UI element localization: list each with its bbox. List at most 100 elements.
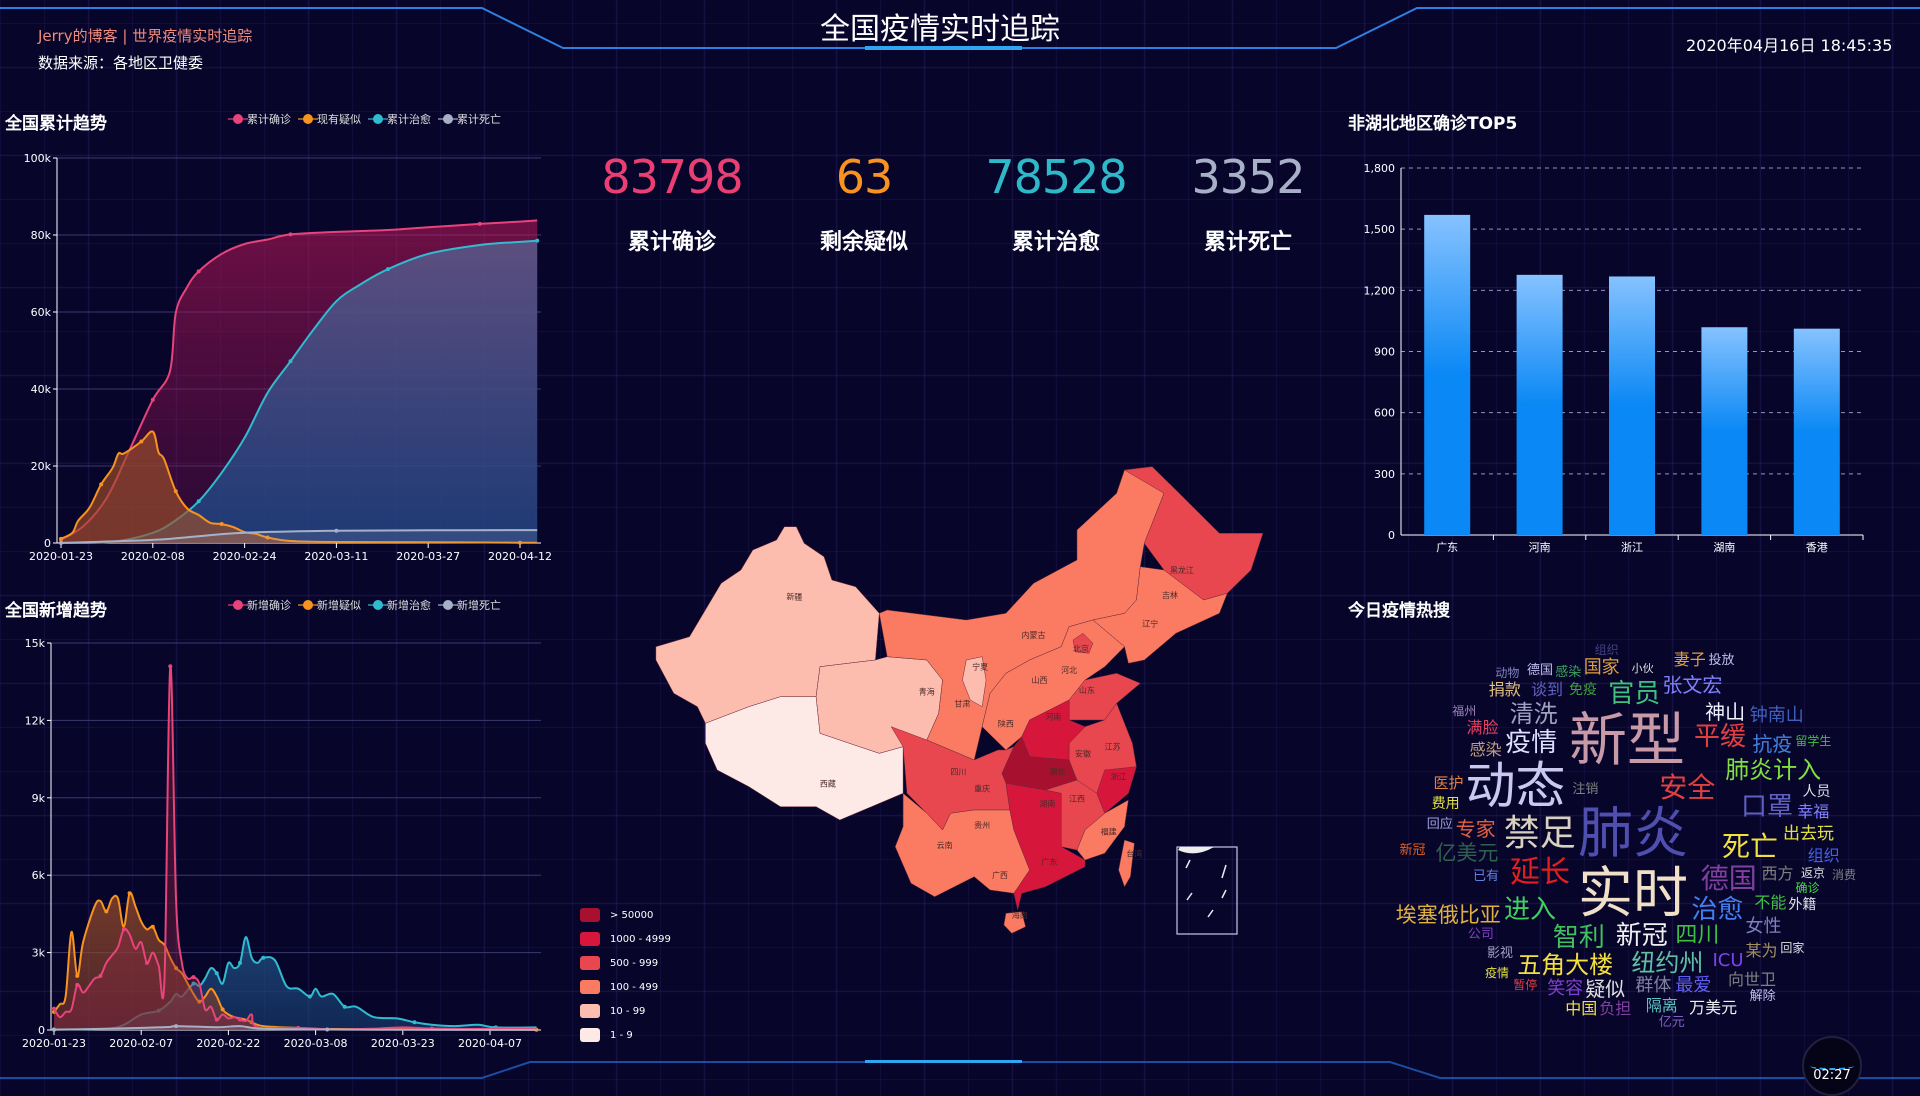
data-point[interactable] — [325, 1027, 330, 1032]
word-cloud-term[interactable]: 智利 — [1552, 923, 1605, 954]
word-cloud-term[interactable]: 延长 — [1510, 855, 1570, 890]
map-region[interactable] — [1123, 466, 1264, 601]
data-point[interactable] — [196, 499, 201, 504]
map-region[interactable] — [1076, 799, 1129, 861]
data-point[interactable] — [191, 975, 196, 980]
word-cloud-term[interactable]: 清洗 — [1509, 700, 1558, 729]
legend-item-new-suspected[interactable]: 新增疑似 — [298, 597, 361, 613]
word-cloud-term[interactable]: 新冠 — [1399, 843, 1426, 859]
word-cloud-term[interactable]: 中国 — [1565, 999, 1598, 1019]
legend-item-confirmed[interactable]: 累计确诊 — [228, 111, 291, 127]
map-legend-item[interactable]: 500 - 999 — [580, 951, 671, 975]
bar-香港[interactable] — [1793, 328, 1840, 535]
word-cloud-term[interactable]: 解除 — [1749, 989, 1776, 1005]
word-cloud-term[interactable]: 纽约州 — [1631, 949, 1704, 978]
data-point[interactable] — [150, 397, 155, 402]
data-point[interactable] — [265, 535, 270, 540]
map-region[interactable] — [894, 792, 1030, 897]
data-point[interactable] — [214, 1017, 219, 1022]
word-cloud-term[interactable]: 组织 — [1807, 845, 1840, 865]
word-cloud-term[interactable]: 感染 — [1469, 740, 1502, 759]
data-point[interactable] — [342, 1004, 347, 1009]
word-cloud-term[interactable]: 暂停 — [1513, 978, 1538, 993]
series-line-1[interactable] — [60, 430, 538, 544]
data-point[interactable] — [127, 891, 132, 896]
data-point[interactable] — [145, 960, 150, 965]
data-point[interactable] — [139, 439, 144, 444]
word-cloud-term[interactable]: 新冠 — [1615, 920, 1668, 951]
word-cloud-term[interactable]: 抗疫 — [1752, 732, 1793, 757]
word-cloud-term[interactable]: 西方 — [1761, 864, 1794, 884]
legend-item-new-cured[interactable]: 新增治愈 — [368, 597, 431, 613]
word-cloud-term[interactable]: 满脸 — [1466, 718, 1499, 737]
word-cloud-term[interactable]: 福州 — [1452, 704, 1477, 719]
data-point[interactable] — [59, 540, 63, 545]
map-region[interactable] — [1118, 839, 1135, 888]
word-cloud-term[interactable]: 万美元 — [1689, 998, 1738, 1018]
data-point[interactable] — [52, 1027, 56, 1032]
word-cloud-term[interactable]: 谈到 — [1531, 680, 1564, 699]
data-point[interactable] — [261, 955, 266, 960]
data-point[interactable] — [214, 971, 219, 976]
map-region[interactable] — [1096, 766, 1137, 814]
data-point[interactable] — [412, 1020, 417, 1025]
word-cloud-term[interactable]: 注销 — [1572, 781, 1599, 797]
word-cloud-term[interactable]: 亿元 — [1658, 1015, 1685, 1031]
word-cloud-term[interactable]: 钟南山 — [1749, 704, 1804, 726]
word-cloud-term[interactable]: 神山 — [1705, 699, 1746, 724]
word-cloud-term[interactable]: 德国 — [1700, 861, 1757, 895]
data-point[interactable] — [75, 973, 80, 978]
word-cloud-term[interactable]: 免疫 — [1569, 682, 1597, 698]
word-cloud-term[interactable]: 投放 — [1708, 653, 1735, 669]
word-cloud-term[interactable]: 疫情 — [1505, 727, 1558, 758]
word-cloud-term[interactable]: 五角大楼 — [1517, 951, 1614, 980]
word-cloud-term[interactable]: 某为 — [1745, 941, 1778, 961]
data-point[interactable] — [219, 522, 224, 527]
word-cloud-term[interactable]: 向世卫 — [1728, 969, 1777, 989]
word-cloud-term[interactable]: 最爱 — [1675, 975, 1712, 997]
data-point[interactable] — [173, 489, 178, 494]
bar-广东[interactable] — [1424, 214, 1471, 535]
word-cloud-term[interactable]: 新型 — [1569, 706, 1686, 774]
data-point[interactable] — [334, 528, 339, 533]
word-cloud-term[interactable]: 禁足 — [1503, 813, 1576, 854]
map-region[interactable] — [890, 726, 1015, 831]
word-cloud-term[interactable]: 费用 — [1431, 796, 1460, 812]
word-cloud-term[interactable]: 肺炎 — [1578, 800, 1689, 865]
word-cloud-term[interactable]: 消费 — [1832, 868, 1857, 883]
word-cloud-term[interactable]: 国家 — [1583, 657, 1620, 679]
data-point[interactable] — [535, 238, 540, 243]
word-cloud-term[interactable]: 感染 — [1555, 664, 1582, 680]
word-cloud-term[interactable]: 幸福 — [1797, 802, 1830, 822]
legend-item-death[interactable]: 累计死亡 — [438, 111, 501, 127]
bar-浙江[interactable] — [1609, 276, 1655, 535]
series-line-3[interactable] — [53, 1025, 537, 1031]
data-point[interactable] — [121, 927, 126, 932]
data-point[interactable] — [288, 232, 293, 237]
media-player-widget[interactable]: 02:27 — [1802, 1036, 1862, 1096]
bar-湖南[interactable] — [1701, 327, 1748, 535]
data-point[interactable] — [150, 924, 155, 929]
data-point[interactable] — [386, 267, 391, 272]
data-point[interactable] — [168, 664, 173, 669]
word-cloud-term[interactable]: 女性 — [1745, 916, 1782, 938]
word-cloud-term[interactable]: 人员 — [1802, 784, 1831, 801]
data-point[interactable] — [307, 994, 312, 999]
word-cloud-term[interactable]: 德国 — [1527, 662, 1554, 678]
word-cloud-term[interactable]: 官员 — [1608, 679, 1661, 710]
word-cloud-term[interactable]: 进入 — [1504, 895, 1557, 925]
word-cloud-term[interactable]: 治愈 — [1691, 895, 1744, 926]
word-cloud-term[interactable]: 妻子 — [1673, 650, 1706, 670]
word-cloud-term[interactable]: 埃塞俄比亚 — [1395, 902, 1501, 927]
data-point[interactable] — [174, 966, 179, 971]
word-cloud-term[interactable]: 已有 — [1473, 869, 1500, 885]
word-cloud-term[interactable]: 回应 — [1426, 816, 1453, 832]
word-cloud-term[interactable]: 实时 — [1578, 860, 1689, 925]
word-cloud-term[interactable]: 笑容 — [1547, 978, 1584, 1000]
data-point[interactable] — [197, 999, 202, 1004]
word-cloud-term[interactable]: 四川 — [1675, 923, 1720, 949]
map-region[interactable] — [1068, 673, 1141, 721]
data-point[interactable] — [191, 981, 196, 986]
map-legend-item[interactable]: 1000 - 4999 — [580, 927, 671, 951]
